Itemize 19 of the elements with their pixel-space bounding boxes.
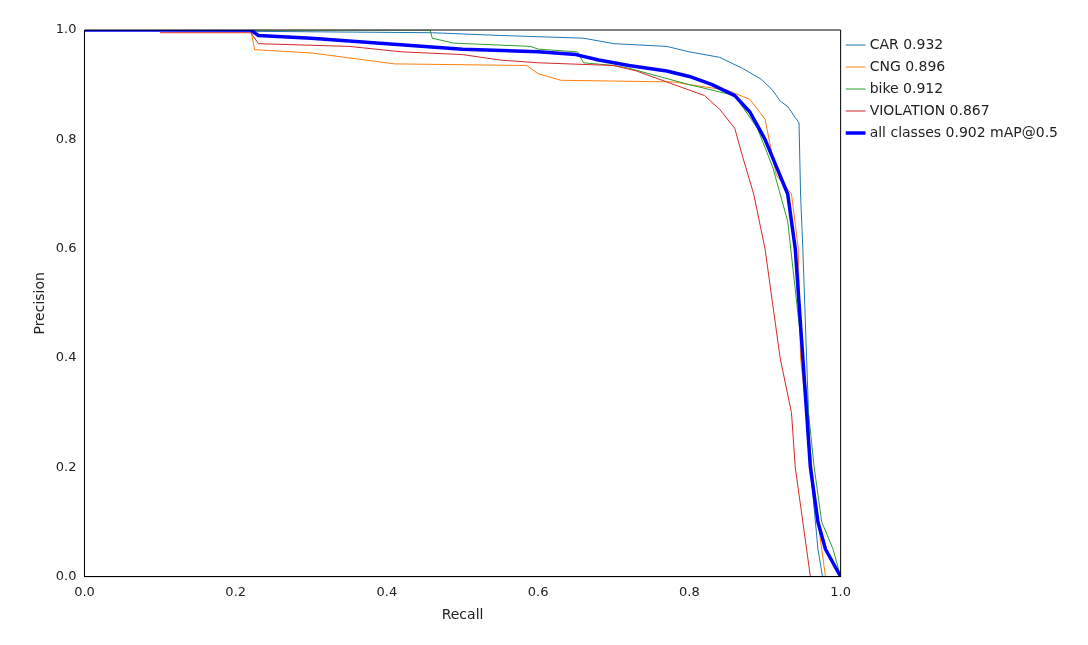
x-tick-label: 0.4 [376, 583, 398, 599]
y-tick-label: 0.4 [55, 349, 77, 365]
y-tick-label: 0.2 [55, 458, 77, 474]
x-tick-label: 1.0 [830, 583, 851, 599]
x-tick-label: 0.8 [679, 583, 700, 599]
y-tick-label: 0.6 [55, 240, 77, 256]
y-axis-title: Precision [31, 272, 48, 335]
legend-label: CAR 0.932 [869, 35, 944, 52]
y-tick-label: 1.0 [55, 21, 77, 37]
legend-label: VIOLATION 0.867 [869, 101, 990, 118]
x-tick-label: 0.0 [74, 583, 95, 599]
y-tick-label: 0.8 [55, 130, 77, 146]
x-tick-label: 0.6 [527, 583, 549, 599]
y-tick-label: 0.0 [55, 567, 77, 583]
x-tick-label: 0.2 [225, 583, 247, 599]
legend-label: all classes 0.902 mAP@0.5 [869, 123, 1058, 140]
legend-label: bike 0.912 [869, 79, 944, 96]
legend-label: CNG 0.896 [869, 57, 946, 74]
x-axis-title: Recall [441, 606, 484, 623]
